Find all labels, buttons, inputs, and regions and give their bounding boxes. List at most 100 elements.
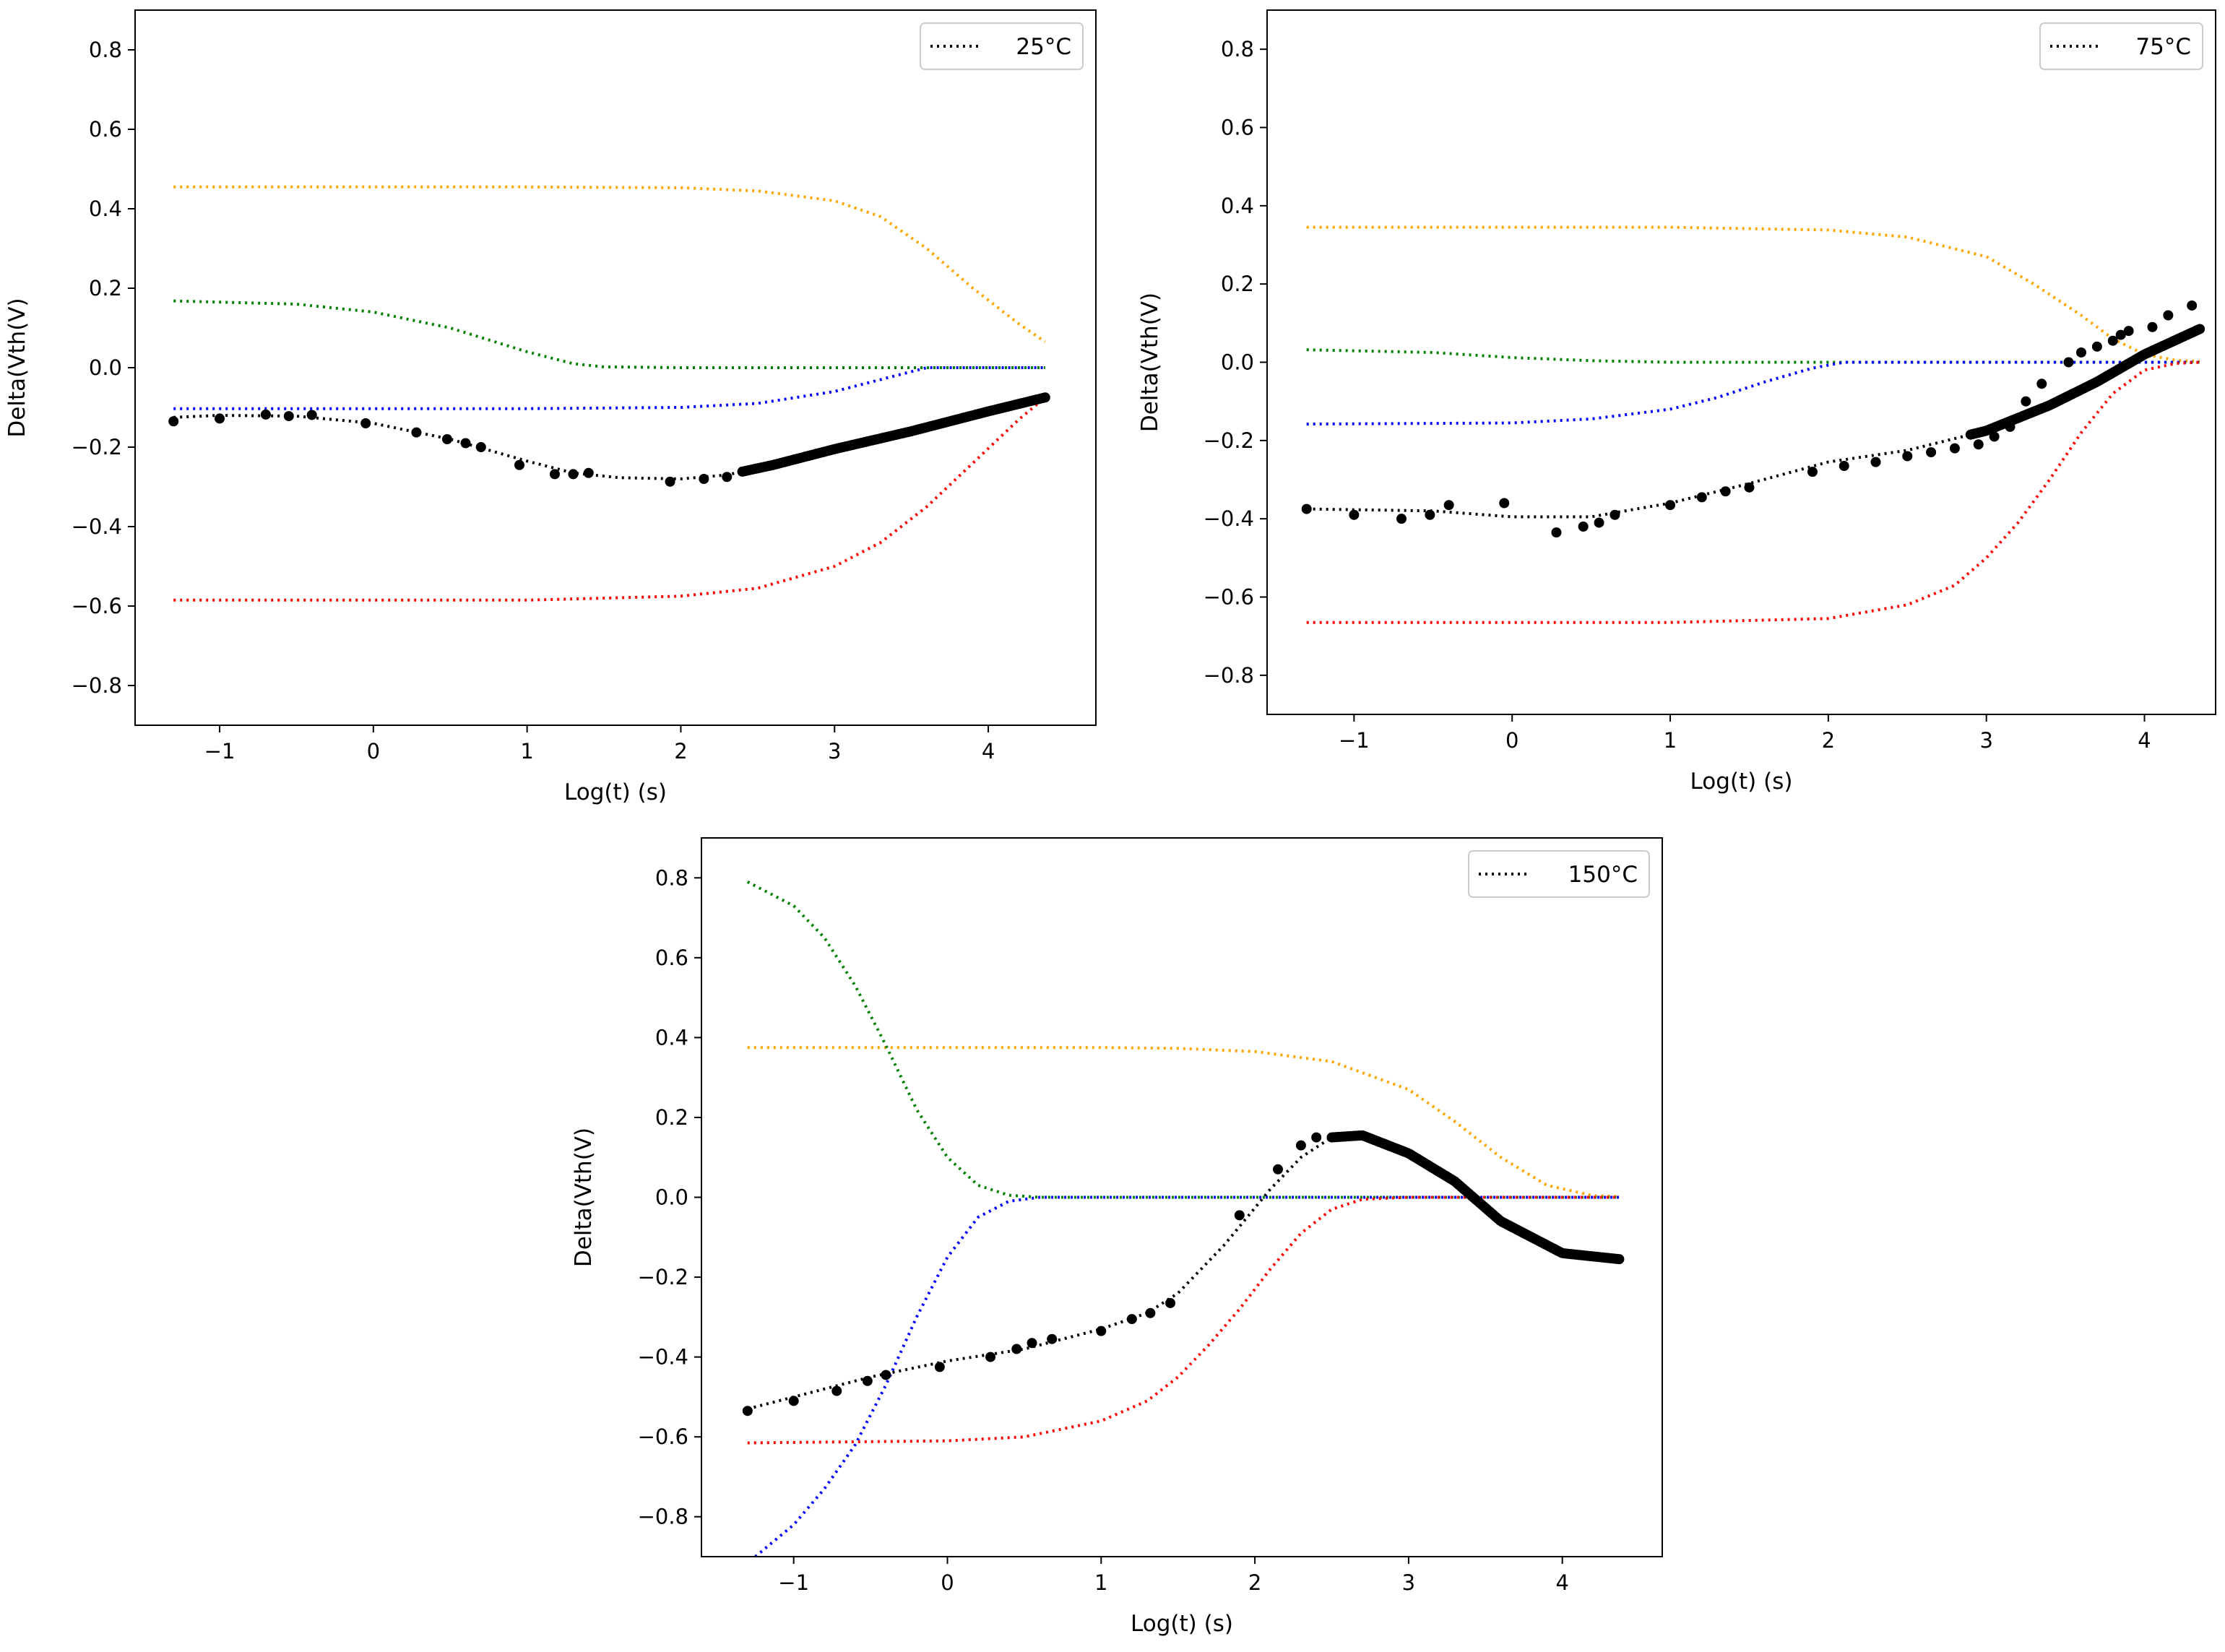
data-point (1594, 517, 1604, 528)
data-point (934, 1362, 945, 1372)
data-point (2036, 379, 2047, 389)
data-point (514, 459, 524, 470)
data-point (1949, 443, 1960, 454)
y-tick-label: 0.0 (655, 1185, 688, 1210)
data-point (1027, 1338, 1037, 1349)
series-line-fit (1306, 327, 2200, 519)
data-point (2091, 341, 2102, 352)
data-point (1744, 482, 1755, 493)
data-point (985, 1352, 996, 1362)
series-line-orange (747, 1046, 1620, 1198)
data-point (2107, 335, 2118, 346)
y-tick-label: −0.6 (638, 1424, 688, 1449)
x-tick-label: 1 (520, 739, 533, 764)
y-tick-label: 0.0 (1221, 350, 1254, 375)
data-point (788, 1396, 799, 1406)
data-point (831, 1385, 842, 1396)
y-tick-label: 0.2 (1221, 272, 1254, 296)
data-point (2063, 357, 2074, 368)
legend-box (2039, 22, 2203, 70)
data-point (2163, 310, 2174, 321)
series-line-red (747, 1195, 1620, 1445)
data-point (1870, 457, 1881, 467)
y-tick-label: −0.8 (1204, 663, 1254, 688)
chart-panel-75c: −0.8 −0.6 −0.4 −0.2 0.0 0.2 0.4 0.6 0.8 −1 0 1 2 3 4 Lo… (1137, 9, 2216, 795)
data-point (260, 409, 271, 420)
data-point (1499, 498, 1510, 509)
data-point (881, 1370, 891, 1380)
y-tick-label: −0.2 (72, 435, 122, 459)
data-point (1126, 1314, 1137, 1325)
data-point (1578, 522, 1589, 532)
legend-box (920, 22, 1084, 70)
x-tick-label: 1 (1094, 1570, 1107, 1595)
y-tick-label: 0.6 (655, 946, 688, 970)
data-point (2195, 324, 2205, 334)
series-line-red (173, 396, 1047, 602)
data-point (1165, 1297, 1176, 1308)
x-tick-label: −1 (1339, 728, 1370, 753)
data-point (549, 469, 560, 480)
y-tick-label: 0.4 (1221, 194, 1254, 218)
data-point (1665, 500, 1676, 511)
series-line-green (1306, 348, 2200, 364)
data-point (742, 1406, 753, 1417)
y-tick-label: −0.4 (72, 514, 122, 539)
legend-label: 25°C (1016, 34, 1071, 60)
data-point (699, 474, 709, 484)
data-point (2147, 321, 2158, 332)
data-point (1295, 1140, 1306, 1151)
data-point (1311, 1132, 1322, 1143)
x-tick-label: 0 (941, 1570, 954, 1595)
y-tick-label: 0.2 (89, 276, 122, 300)
data-point (441, 434, 452, 444)
x-tick-label: 2 (1822, 728, 1835, 753)
y-tick-label: 0.4 (89, 196, 122, 221)
legend-box (1468, 850, 1650, 898)
x-tick-label: 4 (1555, 1570, 1568, 1595)
data-point (1396, 514, 1407, 524)
x-axis-label: Log(t) (s) (1690, 769, 1793, 795)
data-point (411, 427, 422, 438)
data-point (1610, 509, 1620, 520)
x-tick-label: 0 (1505, 728, 1518, 753)
x-tick-label: 3 (828, 739, 841, 764)
legend: 25°C (920, 22, 1084, 70)
data-point (1145, 1307, 1156, 1318)
x-axis-label: Log(t) (s) (1131, 1611, 1233, 1637)
x-tick-label: 1 (1664, 728, 1677, 753)
data-point (1096, 1326, 1107, 1336)
legend-label: 150°C (1568, 862, 1638, 888)
y-tick-label: 0.8 (89, 38, 122, 62)
data-point (306, 410, 317, 420)
data-point (1807, 467, 1818, 477)
series-line-orange (173, 185, 1046, 343)
data-point (475, 442, 486, 452)
data-point (1234, 1210, 1245, 1221)
data-point (1040, 392, 1050, 403)
data-point (2075, 347, 2086, 358)
data-point (168, 416, 179, 427)
series-line-blue (754, 1195, 1620, 1557)
y-tick-label: −0.8 (72, 673, 122, 698)
y-tick-label: −0.8 (638, 1505, 688, 1529)
data-point (1349, 509, 1360, 520)
axes-frame (1266, 9, 2216, 715)
data-point (2123, 326, 2134, 337)
data-point (360, 418, 371, 428)
chart-panel-150c: −0.8 −0.6 −0.4 −0.2 0.0 0.2 0.4 0.6 0.8 −1 0 1 2 3 4 Lo… (571, 837, 1663, 1637)
x-tick-label: −1 (204, 739, 236, 764)
data-point (1902, 451, 1913, 462)
y-tick-label: −0.6 (72, 594, 122, 618)
axes-frame (134, 9, 1097, 726)
legend: 75°C (2039, 22, 2203, 70)
data-point (1839, 461, 1849, 472)
data-point (1973, 439, 1984, 450)
data-point (1301, 503, 1312, 514)
series-line-orange (1306, 225, 2200, 363)
data-point (215, 413, 225, 424)
x-tick-label: 2 (1248, 1570, 1261, 1595)
data-point (1443, 500, 1454, 511)
y-tick-label: 0.6 (89, 117, 122, 142)
